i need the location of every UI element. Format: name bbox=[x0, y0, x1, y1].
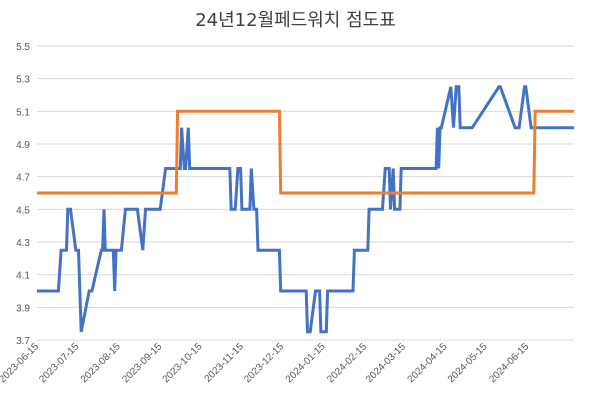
x-tick-label: 2024-01-15 bbox=[284, 341, 328, 385]
series-line-2 bbox=[37, 109, 574, 195]
y-tick-label: 5.5 bbox=[16, 42, 30, 53]
y-tick-label: 4.3 bbox=[16, 238, 30, 249]
y-tick-label: 3.9 bbox=[16, 303, 30, 314]
y-tick-label: 4.1 bbox=[16, 271, 30, 282]
series-lines bbox=[37, 85, 574, 334]
chart-title: 24년12월페드워치 점도표 bbox=[195, 10, 396, 31]
series-line-1 bbox=[37, 85, 574, 334]
x-tick-label: 2023-07-15 bbox=[37, 341, 81, 385]
y-tick-label: 4.7 bbox=[16, 173, 30, 184]
x-tick-label: 2024-05-15 bbox=[446, 341, 490, 385]
x-tick-label: 2024-04-15 bbox=[406, 341, 450, 385]
x-tick-label: 2024-03-15 bbox=[364, 341, 408, 385]
y-axis: 3.7 3.9 4.1 4.3 4.5 4.7 4.9 5.1 5.3 5.5 bbox=[16, 42, 30, 347]
x-tick-label: 2024-06-15 bbox=[487, 341, 531, 385]
y-tick-label: 4.9 bbox=[16, 140, 30, 151]
x-axis: 2023-06-152023-07-152023-08-152023-09-15… bbox=[0, 341, 532, 385]
y-tick-label: 5.1 bbox=[16, 107, 30, 118]
x-tick-label: 2023-12-15 bbox=[242, 341, 286, 385]
x-tick-label: 2023-08-15 bbox=[79, 341, 123, 385]
gridlines bbox=[37, 45, 574, 341]
y-tick-label: 4.5 bbox=[16, 205, 30, 216]
x-tick-label: 2024-02-15 bbox=[325, 341, 369, 385]
x-tick-label: 2023-09-15 bbox=[120, 341, 164, 385]
x-tick-label: 2023-11-15 bbox=[203, 341, 247, 385]
y-tick-label: 5.3 bbox=[16, 75, 30, 86]
y-tick-label: 3.7 bbox=[16, 336, 30, 347]
x-tick-label: 2023-10-15 bbox=[161, 341, 205, 385]
x-tick-label: 2023-06-15 bbox=[0, 341, 41, 385]
